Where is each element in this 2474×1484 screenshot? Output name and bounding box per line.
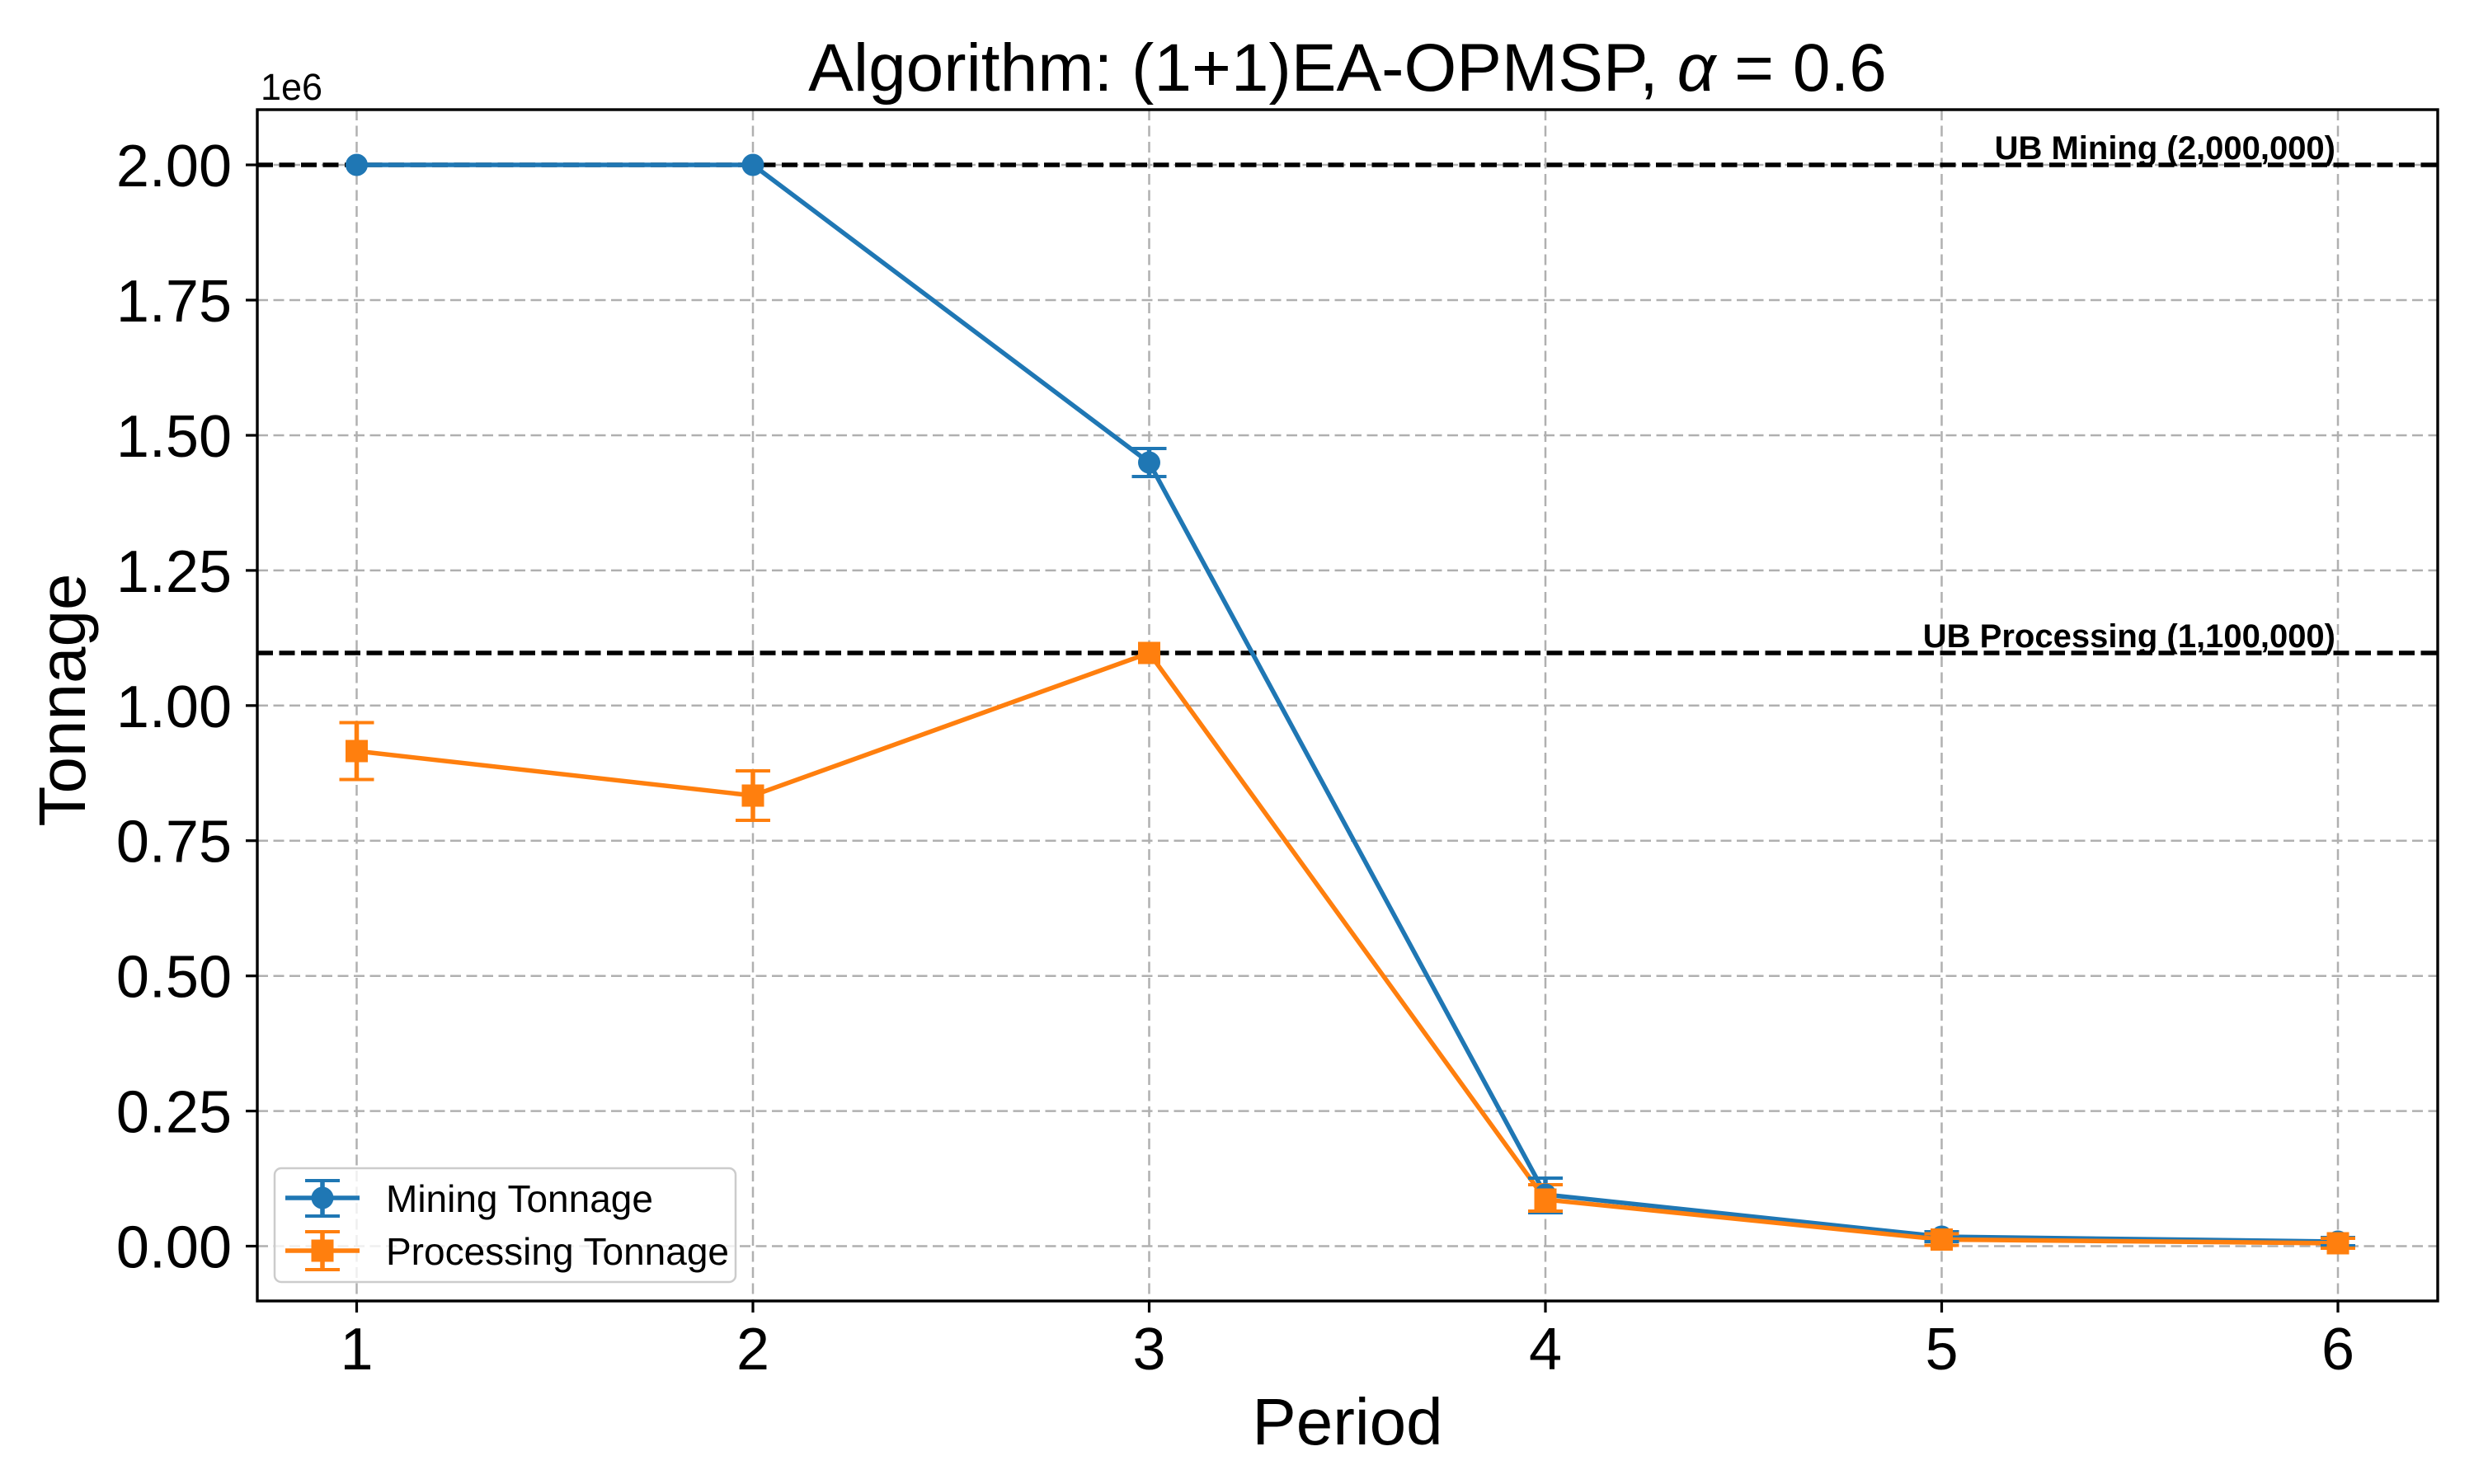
svg-text:0.00: 0.00	[116, 1215, 232, 1281]
svg-text:Mining Tonnage: Mining Tonnage	[386, 1177, 653, 1220]
svg-text:UB Mining (2,000,000): UB Mining (2,000,000)	[1995, 130, 2335, 167]
svg-text:3: 3	[1132, 1317, 1165, 1383]
svg-text:0.25: 0.25	[116, 1080, 232, 1146]
svg-text:UB Processing (1,100,000): UB Processing (1,100,000)	[1923, 618, 2335, 655]
svg-text:4: 4	[1529, 1317, 1562, 1383]
svg-text:Period: Period	[1252, 1385, 1442, 1458]
svg-text:2: 2	[736, 1317, 769, 1383]
svg-text:1: 1	[340, 1317, 373, 1383]
svg-text:5: 5	[1925, 1317, 1958, 1383]
svg-text:1.00: 1.00	[116, 674, 232, 740]
svg-text:1.50: 1.50	[116, 404, 232, 470]
svg-text:Algorithm: (1+1)EA-OPMSP, α =: Algorithm: (1+1)EA-OPMSP, α = 0.6	[808, 31, 1887, 106]
svg-text:Tonnage: Tonnage	[26, 574, 99, 827]
svg-text:1.25: 1.25	[116, 539, 232, 605]
svg-text:1.75: 1.75	[116, 269, 232, 335]
svg-text:0.50: 0.50	[116, 945, 232, 1011]
svg-text:1e6: 1e6	[261, 66, 322, 108]
svg-text:Processing Tonnage: Processing Tonnage	[386, 1230, 729, 1273]
svg-text:6: 6	[2321, 1317, 2354, 1383]
svg-text:0.75: 0.75	[116, 810, 232, 876]
svg-text:2.00: 2.00	[116, 134, 232, 200]
